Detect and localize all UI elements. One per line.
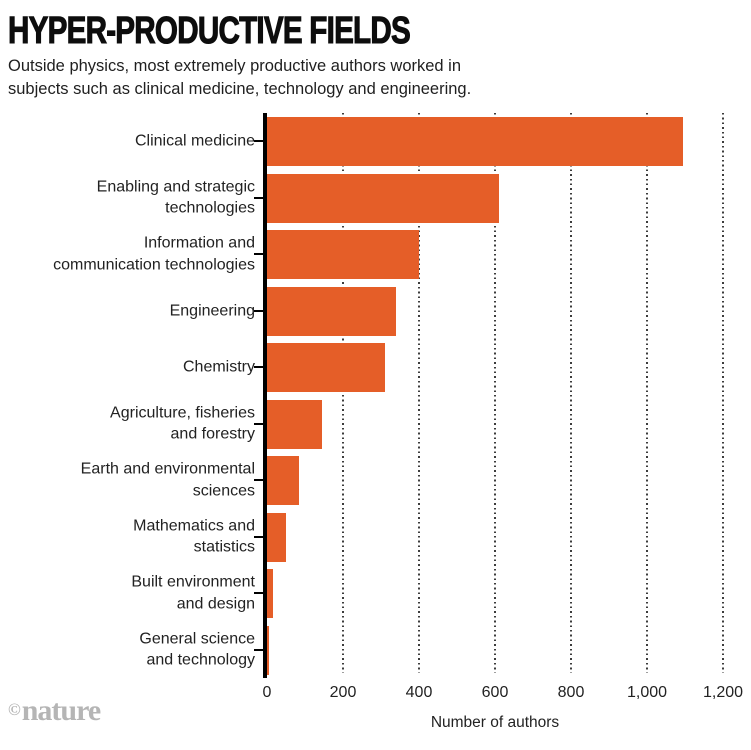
gridline-600 bbox=[494, 113, 496, 673]
x-tick-label: 400 bbox=[405, 684, 433, 701]
gridline-800 bbox=[570, 113, 572, 673]
y-tick bbox=[254, 592, 263, 595]
y-tick bbox=[254, 309, 263, 312]
category-label: Engineering bbox=[169, 302, 255, 319]
gridline-200 bbox=[342, 113, 344, 673]
y-tick bbox=[254, 479, 263, 482]
bar bbox=[267, 512, 286, 562]
category-label: Earth and environmental sciences bbox=[80, 460, 255, 500]
y-tick bbox=[254, 196, 263, 199]
gridline-1000 bbox=[646, 113, 648, 673]
bar bbox=[267, 286, 397, 336]
y-tick bbox=[254, 422, 263, 425]
chart-subtitle: Outside physics, most extremely producti… bbox=[8, 57, 472, 98]
y-tick bbox=[254, 366, 263, 369]
y-tick bbox=[254, 648, 263, 651]
bar bbox=[267, 399, 323, 449]
x-axis-title: Number of authors bbox=[430, 714, 560, 731]
x-tick-label: 200 bbox=[329, 684, 357, 701]
x-tick-label: 1,000 bbox=[626, 684, 668, 701]
x-tick-label: 1,200 bbox=[702, 684, 744, 701]
category-label: General science and technology bbox=[139, 630, 255, 669]
bar bbox=[267, 230, 419, 279]
bar bbox=[267, 117, 684, 166]
y-tick bbox=[254, 140, 263, 143]
bar bbox=[267, 456, 300, 505]
x-tick-label: 800 bbox=[557, 684, 585, 701]
brand-name: nature bbox=[21, 694, 101, 727]
bar bbox=[267, 569, 273, 618]
gridline-1200 bbox=[722, 113, 724, 673]
bar bbox=[267, 625, 269, 675]
copyright-icon: © bbox=[8, 700, 21, 719]
category-label: Mathematics and statistics bbox=[133, 517, 255, 556]
category-label: Agriculture, fisheries and forestry bbox=[110, 404, 255, 443]
y-tick bbox=[254, 253, 263, 256]
category-label: Information and communication technologi… bbox=[53, 234, 255, 274]
chart: 0 200 400 600 800 1,000 1,200 Clinical medicin… bbox=[0, 113, 751, 750]
category-label: Chemistry bbox=[182, 358, 255, 376]
y-axis-line bbox=[263, 113, 267, 678]
x-tick-label: 0 bbox=[262, 684, 272, 701]
gridline-400 bbox=[418, 113, 420, 673]
category-label: Enabling and strategic technologies bbox=[96, 178, 255, 217]
nature-logo: ©nature bbox=[8, 694, 101, 728]
category-label: Clinical medicine bbox=[134, 132, 255, 150]
chart-title: HYPER-PRODUCTIVE FIELDS bbox=[8, 9, 412, 52]
category-label: Built environment and design bbox=[131, 573, 255, 613]
plot-area: 0 200 400 600 800 1,000 1,200 bbox=[263, 113, 743, 701]
y-tick bbox=[254, 535, 263, 538]
bar bbox=[267, 173, 499, 223]
bar bbox=[267, 343, 385, 392]
x-tick-label: 600 bbox=[481, 684, 509, 701]
